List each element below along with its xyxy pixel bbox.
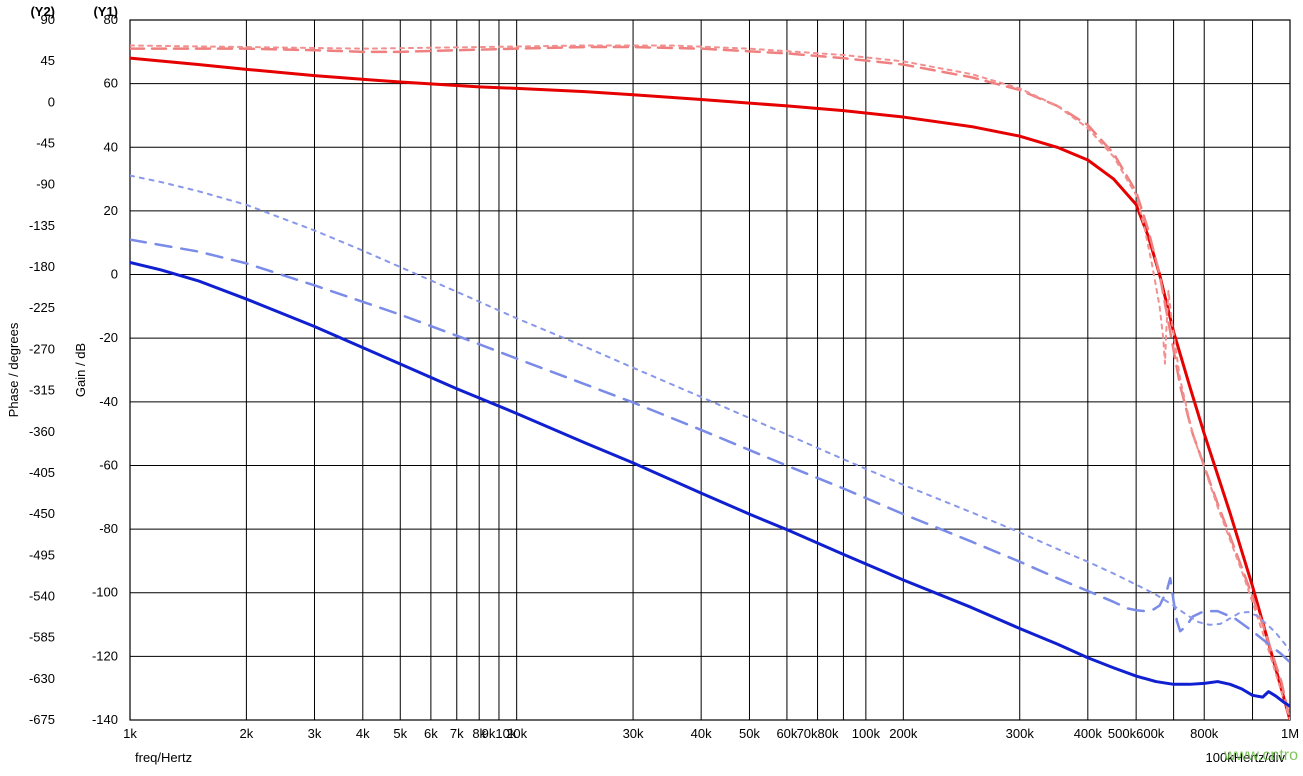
y2-title: (Y2) bbox=[30, 4, 55, 19]
y2-tick-label: -540 bbox=[29, 588, 55, 603]
y1-tick-label: 60 bbox=[104, 76, 118, 91]
x-tick-label: 30k bbox=[623, 726, 644, 741]
y1-tick-label: -100 bbox=[92, 585, 118, 600]
x-tick-label: 50k bbox=[739, 726, 760, 741]
x-tick-label: 20k bbox=[506, 726, 527, 741]
y2-tick-label: -360 bbox=[29, 424, 55, 439]
x-tick-label: 5k bbox=[393, 726, 407, 741]
chart-canvas: 1k2k3k4k5k6k7k8k9k10k20k30k40k50k60k70k8… bbox=[0, 0, 1303, 776]
y1-tick-label: 40 bbox=[104, 139, 118, 154]
x-tick-label: 3k bbox=[308, 726, 322, 741]
y2-tick-label: -45 bbox=[36, 136, 55, 151]
x-tick-label: 400k bbox=[1074, 726, 1103, 741]
y1-tick-label: 0 bbox=[111, 267, 118, 282]
x-axis-label: freq/Hertz bbox=[135, 750, 192, 765]
x-tick-label: 500k600k bbox=[1108, 726, 1165, 741]
y2-tick-label: -90 bbox=[36, 177, 55, 192]
y2-tick-label: -450 bbox=[29, 506, 55, 521]
y2-tick-label: -180 bbox=[29, 259, 55, 274]
x-tick-label: 2k bbox=[240, 726, 254, 741]
bode-chart: 1k2k3k4k5k6k7k8k9k10k20k30k40k50k60k70k8… bbox=[0, 0, 1303, 776]
x-tick-label: 40k bbox=[691, 726, 712, 741]
watermark: www.cntro bbox=[1223, 747, 1298, 764]
y2-tick-label: -405 bbox=[29, 465, 55, 480]
y2-tick-label: -225 bbox=[29, 300, 55, 315]
x-tick-label: 4k bbox=[356, 726, 370, 741]
x-tick-label: 300k bbox=[1006, 726, 1035, 741]
x-tick-label: 60k bbox=[776, 726, 797, 741]
y1-tick-label: -20 bbox=[99, 330, 118, 345]
x-tick-label: 1M bbox=[1281, 726, 1299, 741]
y1-axis-label: Gain / dB bbox=[73, 343, 88, 397]
x-tick-label: 1k bbox=[123, 726, 137, 741]
y1-tick-label: -60 bbox=[99, 457, 118, 472]
y2-tick-label: -315 bbox=[29, 383, 55, 398]
y1-tick-label: -40 bbox=[99, 394, 118, 409]
y2-tick-label: -630 bbox=[29, 671, 55, 686]
y2-tick-label: -585 bbox=[29, 630, 55, 645]
y1-tick-label: -80 bbox=[99, 521, 118, 536]
y2-tick-label: 45 bbox=[41, 53, 55, 68]
y2-tick-label: 0 bbox=[48, 94, 55, 109]
y2-tick-label: -270 bbox=[29, 341, 55, 356]
y1-tick-label: 20 bbox=[104, 203, 118, 218]
x-tick-label: 100k bbox=[852, 726, 881, 741]
y1-tick-label: -140 bbox=[92, 712, 118, 727]
y2-tick-label: -495 bbox=[29, 547, 55, 562]
x-tick-label: 6k bbox=[424, 726, 438, 741]
y2-tick-label: -135 bbox=[29, 218, 55, 233]
x-tick-label: 200k bbox=[889, 726, 918, 741]
x-tick-label: 7k bbox=[450, 726, 464, 741]
y1-tick-label: -120 bbox=[92, 648, 118, 663]
y1-title: (Y1) bbox=[93, 4, 118, 19]
y2-tick-label: -675 bbox=[29, 712, 55, 727]
x-tick-label: 800k bbox=[1190, 726, 1219, 741]
y2-axis-label: Phase / degrees bbox=[6, 322, 21, 417]
x-tick-label: 70k80k bbox=[797, 726, 839, 741]
